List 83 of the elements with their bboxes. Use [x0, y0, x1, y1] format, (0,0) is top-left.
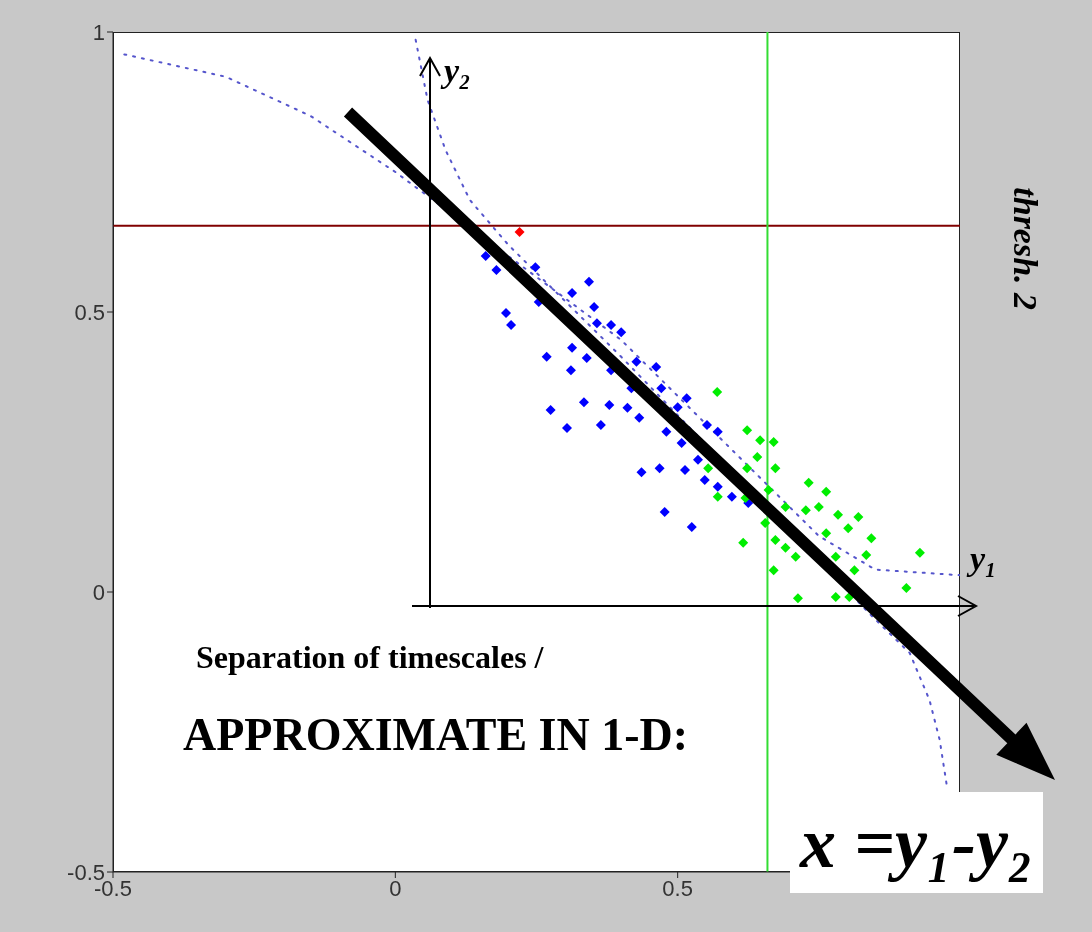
point — [514, 226, 525, 237]
point — [770, 463, 781, 474]
point — [589, 301, 600, 312]
point — [833, 509, 844, 520]
point — [636, 467, 647, 478]
point — [726, 491, 737, 502]
point — [752, 452, 763, 463]
point — [565, 365, 576, 376]
point — [506, 319, 517, 330]
point — [803, 477, 814, 488]
point — [480, 251, 491, 261]
x-tick-label: 0.5 — [662, 875, 693, 901]
point — [631, 356, 642, 367]
point — [702, 420, 713, 431]
point — [545, 405, 556, 415]
point — [692, 454, 703, 465]
point — [622, 402, 633, 413]
point — [780, 501, 791, 512]
point — [686, 522, 697, 533]
point — [661, 426, 672, 437]
point — [830, 592, 841, 603]
point — [581, 352, 592, 363]
point — [591, 318, 602, 329]
point — [616, 327, 627, 338]
point — [755, 435, 766, 446]
point — [634, 412, 645, 423]
point — [866, 533, 877, 544]
point — [699, 475, 710, 485]
y-tick-label: 0.5 — [74, 299, 105, 325]
point — [742, 463, 753, 474]
point — [742, 425, 753, 436]
point — [861, 550, 872, 561]
point — [790, 551, 801, 562]
point — [792, 593, 803, 604]
y-tick-label: 1 — [92, 19, 105, 45]
point — [763, 485, 774, 496]
point — [849, 565, 860, 576]
point — [768, 436, 779, 447]
point — [821, 528, 832, 539]
annotation: APPROXIMATE IN 1-D: — [165, 700, 707, 771]
point — [659, 506, 670, 517]
point — [606, 319, 617, 330]
x-tick-label: 0 — [389, 875, 402, 901]
point — [672, 402, 683, 413]
point — [651, 361, 662, 372]
point — [800, 505, 811, 516]
point — [914, 547, 925, 558]
point — [530, 262, 541, 273]
point — [830, 551, 841, 562]
point — [680, 464, 691, 475]
point — [567, 342, 578, 353]
point — [738, 537, 749, 548]
point — [770, 534, 781, 545]
point — [567, 287, 578, 298]
point — [491, 265, 502, 275]
point — [681, 393, 692, 404]
point — [561, 422, 572, 433]
point — [604, 399, 615, 410]
text: thresh. 2 — [1006, 186, 1044, 313]
point — [843, 523, 854, 534]
point — [712, 481, 723, 492]
y-tick-label: 0 — [92, 579, 105, 605]
point — [676, 438, 687, 449]
point — [813, 501, 824, 512]
point — [712, 491, 723, 502]
point — [703, 463, 714, 474]
point — [541, 351, 552, 362]
point — [853, 511, 864, 522]
point — [760, 518, 771, 529]
point — [901, 583, 912, 594]
annotation: x =y₁-y₂ — [790, 792, 1044, 894]
point — [656, 383, 667, 394]
point — [768, 565, 779, 576]
annotation: Separation of timescales / — [190, 638, 550, 678]
point — [821, 486, 832, 497]
point — [584, 276, 595, 287]
point — [654, 463, 665, 474]
point — [712, 387, 723, 398]
point — [595, 420, 606, 431]
point — [578, 397, 589, 408]
point — [712, 426, 723, 437]
point — [501, 308, 512, 319]
point — [780, 542, 791, 553]
